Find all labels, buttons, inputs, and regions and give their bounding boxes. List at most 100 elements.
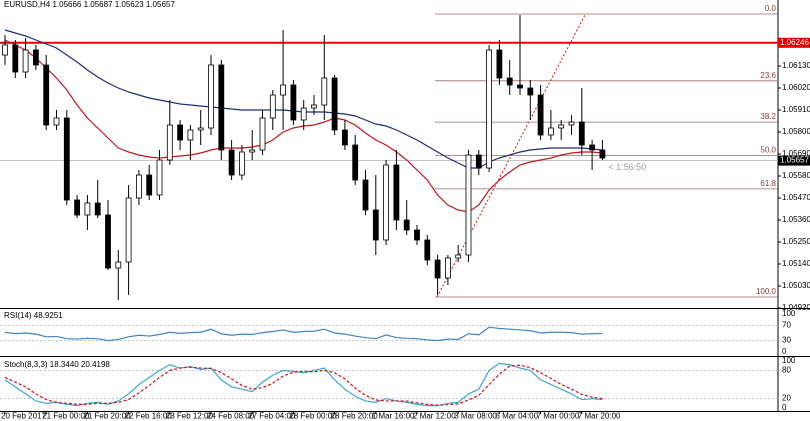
trend-line [436,14,586,298]
indicator-line [4,364,603,406]
candle-body [135,174,142,199]
x-tick-label: 27 Feb 04:00 [248,412,296,421]
candle-body [506,77,513,86]
y-tick-label: 1.05250 [782,237,810,246]
candle-body [578,121,585,146]
x-tick-label: 21 Feb 20:00 [83,412,131,421]
y-tick-label: 1.06020 [782,83,810,92]
fib-label: 0.0 [765,4,777,13]
candle-body [486,49,493,169]
candle-body [568,121,575,126]
candle-body [249,149,256,153]
candle-body [331,77,338,131]
candle-body [125,197,132,263]
candle-body [527,87,534,96]
x-tick-label: 23 Feb 12:00 [166,412,214,421]
fib-label: 61.8 [760,179,776,188]
x-tick-label: 22 Feb 16:00 [125,412,173,421]
candle-body [311,104,317,109]
candle-body [280,84,287,96]
candle-body [94,202,101,216]
candle-body [300,107,307,121]
chart-title: EURUSD,H4 1.05666 1.05687 1.05623 1.0565… [4,0,175,9]
candle-body [12,44,19,73]
candle-body [434,259,441,279]
x-tick-label: 7 Mar 20:00 [578,412,621,421]
candle-body [63,117,70,201]
candle-body [259,117,266,151]
candle-body [115,261,122,269]
candle-body [218,64,225,151]
candle-body [84,202,91,216]
fib-label: 23.6 [760,71,776,80]
candle-body [228,149,235,176]
x-tick-label: 1 Mar 16:00 [372,412,415,421]
candle-body [352,144,359,181]
y-tick-label: 1.05030 [782,281,810,290]
x-tick-label: 21 Feb 00:00 [42,412,90,421]
y-tick-label: 1.05470 [782,193,810,202]
level-label-box [778,37,810,48]
x-tick-label: 2 Mar 12:00 [413,412,456,421]
y-tick-label: 1.06130 [782,61,810,70]
current-price-label: 1.05657 [780,156,809,165]
candle-body [537,94,544,136]
candle-body [558,124,565,129]
indicator-line [4,326,603,342]
y-tick-label: 1.05580 [782,171,810,180]
y-tick-label: 1.05800 [782,127,810,136]
candle-body [455,254,462,259]
candle-body [74,199,80,216]
x-tick-label: 24 Feb 08:00 [207,412,255,421]
candle-body [517,84,523,89]
y-tick-label: 0 [782,403,787,412]
candle-body [105,214,111,269]
y-tick-label: 30 [782,336,791,345]
candle-body [341,129,348,146]
y-tick-label: 80 [782,366,791,375]
candle-body [496,49,503,79]
candle-body [166,124,173,161]
candle-body [589,144,595,151]
candle-body [22,49,29,73]
y-tick-label: 1.04920 [782,303,810,312]
candle-body [146,174,153,196]
candle-body [465,154,472,256]
candle-body [238,151,245,176]
candle-body [177,124,184,141]
timer: < 1:56:50 [608,162,646,172]
y-tick-label: 100 [782,309,796,318]
candle-body [187,129,194,141]
candle-body [43,64,50,126]
y-tick-label: 70 [782,321,791,330]
y-tick-label: 1.05140 [782,259,810,268]
level-label: 1.06246 [780,38,809,47]
candle-body [403,219,410,231]
candle-body [444,257,451,279]
candle-body [290,84,297,121]
candle-body [269,94,276,119]
y-tick-label: 100 [782,356,796,365]
x-tick-label: 6 Mar 04:00 [495,412,538,421]
candle-body [197,127,204,131]
candle-body [53,117,60,126]
x-tick-label: 28 Feb 20:00 [331,412,379,421]
y-tick-label: 20 [782,394,791,403]
stoch-title: Stoch(8,3,3) 18.3440 20.4198 [4,360,110,369]
rsi-title: RSI(14) 48.9251 [4,311,63,320]
x-tick-label: 28 Feb 00:00 [289,412,337,421]
candle-body [548,127,554,136]
candle-body [393,164,400,221]
fib-label: 100.0 [756,287,777,296]
x-tick-label: 20 Feb 2017 [1,412,46,421]
candle-body [321,77,328,106]
x-tick-label: 3 Mar 08:00 [454,412,497,421]
y-tick-label: 1.05910 [782,105,810,114]
candle-body [362,179,369,211]
candle-body [424,239,431,261]
x-tick-label: 7 Mar 00:00 [537,412,580,421]
candle-body [208,64,214,129]
